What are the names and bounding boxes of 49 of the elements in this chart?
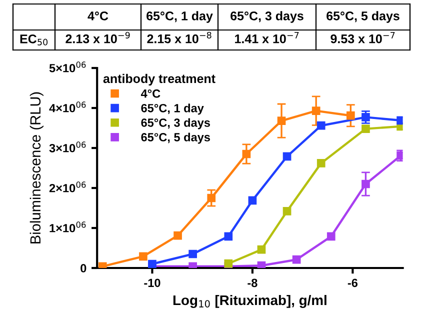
x-axis-title: Log$_{10}$ [Rituximab], g/ml: [173, 294, 326, 308]
text: 65°C, 1 day: [146, 11, 213, 23]
point: [257, 245, 266, 254]
text: 1.41 x 10$^{−7}$: [235, 32, 299, 44]
point: [316, 121, 326, 130]
point: [188, 250, 197, 258]
point: [139, 252, 148, 261]
text: 4°C: [88, 12, 108, 20]
legend-label: 4°C: [140, 89, 160, 98]
point: [242, 150, 251, 158]
text: 65°C, 3 days: [230, 11, 304, 23]
point: [362, 113, 370, 122]
point: [292, 255, 301, 264]
legend-title: antibody treatment: [103, 74, 216, 86]
point: [312, 106, 320, 115]
x-tick-label: -10: [144, 278, 160, 288]
point: [224, 232, 233, 241]
text: 2.15 x 10$^{−8}$: [147, 32, 212, 44]
y-tick-label: 3×10$^{06}$: [49, 142, 86, 152]
point: [207, 194, 216, 202]
text: EC$_{50}$: [20, 34, 48, 46]
legend-label: 65°C, 1 day: [141, 104, 204, 115]
point: [257, 261, 266, 268]
point: [326, 232, 336, 241]
point: [346, 111, 355, 120]
point: [316, 159, 326, 168]
point: [362, 124, 370, 133]
point: [224, 259, 233, 268]
x-tick-label: -6: [348, 278, 358, 288]
x-tick-label: -8: [248, 278, 258, 288]
y-tick-label: 5×10$^{06}$: [49, 62, 86, 72]
point: [282, 207, 292, 216]
y-tick-label: 0: [80, 264, 86, 272]
point: [188, 262, 197, 268]
y-tick-label: 4×10$^{06}$: [49, 102, 86, 112]
text: 65°C, 5 days: [326, 11, 400, 23]
y-tick-label: 2×10$^{06}$: [49, 182, 86, 192]
point: [362, 180, 370, 188]
point: [248, 196, 257, 205]
text: 2.13 x 10$^{−9}$: [66, 32, 130, 44]
legend-label: 65°C, 5 days: [141, 132, 210, 144]
legend-label: 65°C, 3 days: [141, 118, 210, 130]
point: [148, 260, 156, 268]
y-tick-label: 1×10$^{06}$: [50, 222, 86, 232]
point: [277, 116, 286, 125]
point: [174, 231, 182, 240]
y-axis-title: Bioluminescence (RLU): [30, 92, 44, 244]
text: 9.53 x 10$^{−7}$: [330, 32, 395, 44]
point: [282, 152, 292, 161]
